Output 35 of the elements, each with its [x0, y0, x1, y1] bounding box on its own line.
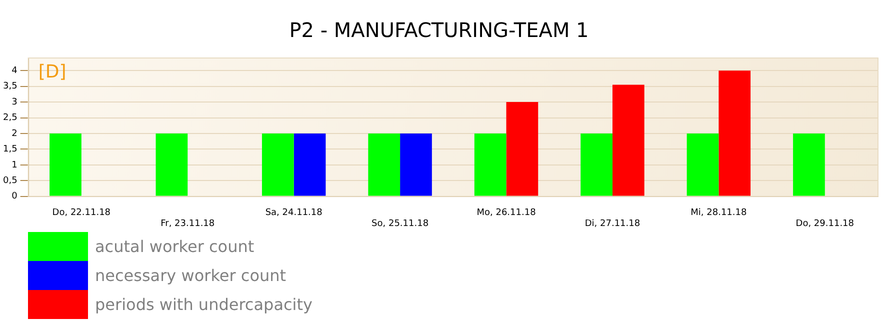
y-tick-label: 1: [12, 160, 18, 170]
bar: [612, 84, 644, 196]
annotation: [D]: [38, 62, 66, 83]
bar: [50, 133, 82, 196]
bar: [368, 133, 400, 196]
bar: [400, 133, 432, 196]
x-tick-label: Sa, 24.11.18: [265, 208, 323, 218]
y-tick-label: 2: [12, 128, 18, 139]
x-tick-label: Fr, 23.11.18: [160, 218, 215, 229]
bar: [718, 70, 751, 196]
legend-label: acutal worker count: [95, 237, 254, 256]
y-tick-label: 3: [12, 97, 18, 108]
bar: [262, 133, 294, 196]
x-tick-label: Di, 27.11.18: [584, 218, 640, 229]
bar: [686, 133, 719, 196]
y-tick-label: 4: [12, 66, 18, 76]
x-tick-label: So, 25.11.18: [372, 218, 429, 229]
legend-label: periods with undercapacity: [95, 295, 312, 314]
bar: [474, 133, 506, 196]
x-tick-label: Mi, 28.11.18: [690, 208, 747, 218]
y-tick-label: 1,5: [2, 144, 18, 155]
bar: [506, 102, 538, 196]
bar: [580, 133, 612, 196]
chart-title: P2 - MANUFACTURING-TEAM 1: [289, 18, 589, 42]
legend-label: necessary worker count: [95, 266, 286, 285]
y-tick-label: 2,5: [2, 113, 18, 124]
y-tick-label: 0,5: [2, 176, 18, 186]
x-tick-label: Do, 29.11.18: [796, 218, 854, 229]
x-tick-label: Do, 22.11.18: [52, 208, 111, 218]
x-tick-label: Mo, 26.11.18: [476, 208, 536, 218]
y-tick-label: 3,5: [2, 82, 18, 92]
bar: [294, 133, 326, 196]
y-tick-label: 0: [12, 192, 18, 202]
bar: [793, 133, 825, 196]
bar: [156, 133, 188, 196]
